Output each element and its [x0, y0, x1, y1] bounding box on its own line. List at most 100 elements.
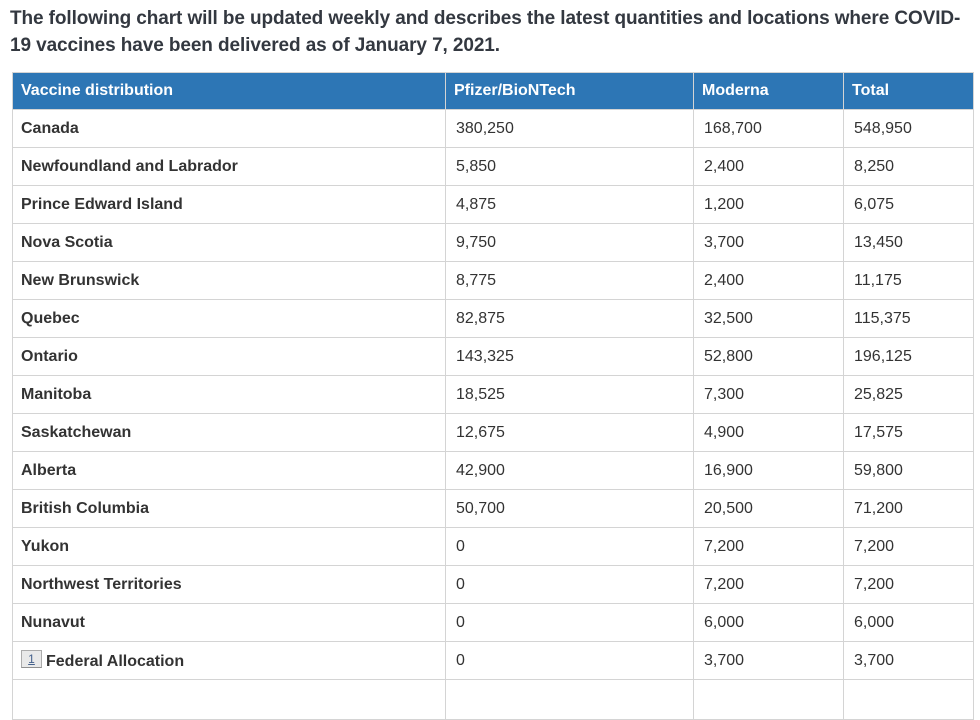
- table-row-partial: [12, 679, 974, 720]
- row-label: British Columbia: [12, 489, 446, 528]
- cell-total: 59,800: [843, 451, 974, 490]
- cell-empty: [445, 679, 694, 720]
- cell-total: 71,200: [843, 489, 974, 528]
- cell-moderna: 4,900: [693, 413, 844, 452]
- vaccine-distribution-table: Vaccine distribution Pfizer/BioNTech Moder…: [12, 72, 974, 720]
- row-label-text: Alberta: [21, 461, 77, 479]
- table-body: Canada 380,250 168,700 548,950 Newfoundland …: [12, 109, 974, 720]
- row-label-text: Yukon: [21, 537, 70, 555]
- row-label-text: British Columbia: [21, 499, 150, 517]
- cell-moderna: 6,000: [693, 603, 844, 642]
- cell-pfizer: 0: [445, 603, 694, 642]
- cell-empty: [843, 679, 974, 720]
- footnote-link[interactable]: 1: [21, 650, 42, 668]
- cell-moderna: 20,500: [693, 489, 844, 528]
- row-label: New Brunswick: [12, 261, 446, 300]
- column-header-moderna: Moderna: [693, 72, 844, 110]
- cell-moderna: 1,200: [693, 185, 844, 224]
- cell-total: 13,450: [843, 223, 974, 262]
- row-label: Canada: [12, 109, 446, 148]
- cell-total: 7,200: [843, 527, 974, 566]
- cell-pfizer: 18,525: [445, 375, 694, 414]
- cell-total: 3,700: [843, 641, 974, 680]
- cell-total: 7,200: [843, 565, 974, 604]
- row-label: Nova Scotia: [12, 223, 446, 262]
- row-label-text: Northwest Territories: [21, 575, 182, 593]
- row-label: Saskatchewan: [12, 413, 446, 452]
- row-label: Newfoundland and Labrador: [12, 147, 446, 186]
- row-label: Alberta: [12, 451, 446, 490]
- row-label: [12, 679, 446, 720]
- vaccine-distribution-table-container: Vaccine distribution Pfizer/BioNTech Moder…: [12, 72, 974, 720]
- table-header-row: Vaccine distribution Pfizer/BioNTech Moder…: [12, 72, 974, 110]
- cell-total: 6,075: [843, 185, 974, 224]
- table-row-newfoundland-and-labrador: Newfoundland and Labrador 5,850 2,400 8,250: [12, 147, 974, 186]
- cell-total: 6,000: [843, 603, 974, 642]
- row-label: Prince Edward Island: [12, 185, 446, 224]
- row-label-text: Prince Edward Island: [21, 195, 183, 213]
- cell-total: 17,575: [843, 413, 974, 452]
- row-label-text: New Brunswick: [21, 271, 140, 289]
- column-header-total: Total: [843, 72, 974, 110]
- cell-moderna: 7,300: [693, 375, 844, 414]
- table-row-quebec: Quebec 82,875 32,500 115,375: [12, 299, 974, 338]
- cell-moderna: 7,200: [693, 527, 844, 566]
- column-header-vaccine-distribution: Vaccine distribution: [12, 72, 446, 110]
- column-header-pfizer-biontech: Pfizer/BioNTech: [445, 72, 694, 110]
- cell-moderna: 32,500: [693, 299, 844, 338]
- cell-moderna: 3,700: [693, 641, 844, 680]
- cell-moderna: 2,400: [693, 261, 844, 300]
- cell-pfizer: 82,875: [445, 299, 694, 338]
- cell-moderna: 52,800: [693, 337, 844, 376]
- row-label-text: Nova Scotia: [21, 233, 113, 251]
- row-label-text: Federal Allocation: [46, 653, 185, 670]
- cell-pfizer: 42,900: [445, 451, 694, 490]
- cell-total: 25,825: [843, 375, 974, 414]
- row-label: Northwest Territories: [12, 565, 446, 604]
- cell-pfizer: 0: [445, 527, 694, 566]
- table-row-british-columbia: British Columbia 50,700 20,500 71,200: [12, 489, 974, 528]
- row-label: Manitoba: [12, 375, 446, 414]
- cell-pfizer: 0: [445, 641, 694, 680]
- row-label-text: Saskatchewan: [21, 423, 132, 441]
- cell-pfizer: 0: [445, 565, 694, 604]
- intro-paragraph: The following chart will be updated week…: [10, 8, 961, 56]
- table-row-manitoba: Manitoba 18,525 7,300 25,825: [12, 375, 974, 414]
- table-row-alberta: Alberta 42,900 16,900 59,800: [12, 451, 974, 490]
- row-label-text: Canada: [21, 119, 79, 137]
- row-label-text: Nunavut: [21, 613, 85, 631]
- cell-pfizer: 380,250: [445, 109, 694, 148]
- cell-pfizer: 12,675: [445, 413, 694, 452]
- table-row-nunavut: Nunavut 0 6,000 6,000: [12, 603, 974, 642]
- table-row-saskatchewan: Saskatchewan 12,675 4,900 17,575: [12, 413, 974, 452]
- row-label-text: Newfoundland and Labrador: [21, 157, 238, 175]
- table-row-new-brunswick: New Brunswick 8,775 2,400 11,175: [12, 261, 974, 300]
- cell-pfizer: 9,750: [445, 223, 694, 262]
- cell-moderna: 16,900: [693, 451, 844, 490]
- cell-total: 115,375: [843, 299, 974, 338]
- row-label: 1 Federal Allocation: [12, 641, 446, 680]
- cell-total: 8,250: [843, 147, 974, 186]
- cell-pfizer: 50,700: [445, 489, 694, 528]
- row-label: Quebec: [12, 299, 446, 338]
- cell-pfizer: 4,875: [445, 185, 694, 224]
- row-label: Yukon: [12, 527, 446, 566]
- row-label-text: Quebec: [21, 309, 80, 327]
- row-label: Ontario: [12, 337, 446, 376]
- cell-pfizer: 8,775: [445, 261, 694, 300]
- table-row-federal-allocation: 1 Federal Allocation 0 3,700 3,700: [12, 641, 974, 680]
- table-row-nova-scotia: Nova Scotia 9,750 3,700 13,450: [12, 223, 974, 262]
- cell-moderna: 7,200: [693, 565, 844, 604]
- cell-total: 11,175: [843, 261, 974, 300]
- cell-moderna: 2,400: [693, 147, 844, 186]
- row-label: Nunavut: [12, 603, 446, 642]
- cell-moderna: 3,700: [693, 223, 844, 262]
- cell-moderna: 168,700: [693, 109, 844, 148]
- table-row-northwest-territories: Northwest Territories 0 7,200 7,200: [12, 565, 974, 604]
- cell-total: 548,950: [843, 109, 974, 148]
- cell-empty: [693, 679, 844, 720]
- table-row-yukon: Yukon 0 7,200 7,200: [12, 527, 974, 566]
- table-row-ontario: Ontario 143,325 52,800 196,125: [12, 337, 974, 376]
- table-row-canada: Canada 380,250 168,700 548,950: [12, 109, 974, 148]
- row-label-text: Manitoba: [21, 385, 92, 403]
